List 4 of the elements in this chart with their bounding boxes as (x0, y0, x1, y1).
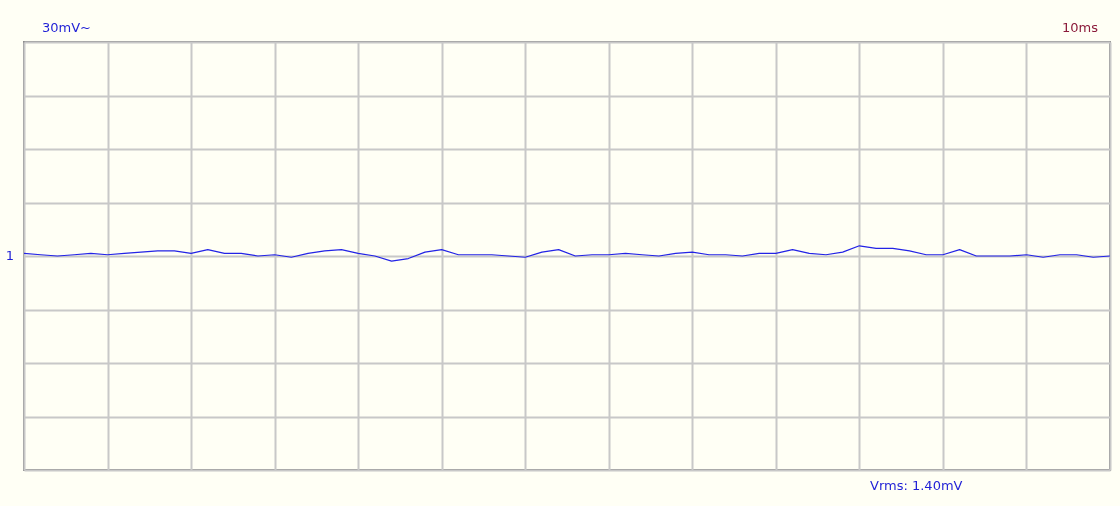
text: 1 (5, 248, 15, 263)
text: Vrms: 1.40mV (870, 478, 963, 493)
text: 30mV~ (42, 20, 91, 35)
text: 10ms (1062, 20, 1099, 35)
